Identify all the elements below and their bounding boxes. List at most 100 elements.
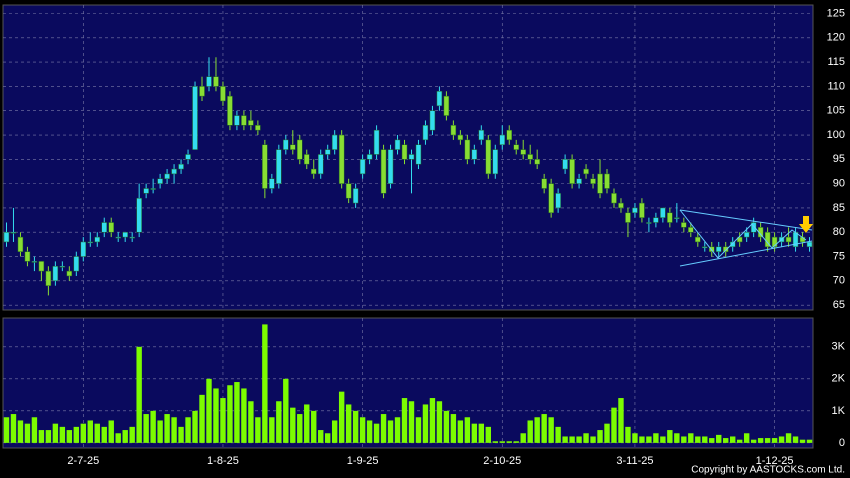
candle-body [122,231,128,238]
plot-layer: 65 70 75 80 85 90 95 100 105 110 115 120 125 0 1K 2K 3K 2… [3,5,846,467]
volume-bar [590,436,596,443]
volume-bar [527,420,533,443]
volume-bar [506,441,512,443]
candle-body [387,149,394,184]
volume-bar [499,441,505,443]
y-tick-label: 115 [827,56,845,68]
volume-bar [478,423,485,443]
candle-body [806,241,813,248]
volume-bar [625,426,631,443]
volume-bar [241,388,247,443]
candle-body [457,134,464,141]
volume-bar [429,398,436,443]
volume-bar [220,398,226,443]
volume-bar [562,436,568,443]
trend-line [679,240,813,267]
candle-body [569,159,575,184]
y-tick-label: 100 [827,129,845,141]
candle-body [45,270,52,286]
volume-bar [234,382,240,443]
x-tick-label: 2-10-25 [483,455,521,467]
candle-body [618,202,624,209]
candle-body [59,266,66,268]
candle-body [492,149,499,175]
candle-body [338,134,345,184]
candle-body [583,168,589,175]
volume-bar [199,394,205,443]
volume-bar [387,420,394,443]
candle-body [192,86,198,150]
candle-body [310,168,317,175]
candle-body [604,173,610,189]
candle-body [380,149,387,194]
volume-bar [716,434,722,443]
volume-bar [115,433,121,443]
volume-bar [604,423,610,443]
volume-bar [736,439,743,443]
copyright: Copyright by AASTOCKS.com Ltd. [691,465,845,476]
candle-body [150,188,156,190]
volume-bar [283,378,289,443]
signal-arrow [799,216,813,233]
volume-bar [534,417,540,443]
candle-body [359,159,366,175]
candle-body [625,212,631,223]
y-tick-label: 110 [827,80,845,92]
volume-bar [757,438,764,443]
y-tick-label: 0 [839,437,845,449]
volume-bar [59,426,66,443]
candle-body [632,207,638,214]
volume-bar [778,436,785,443]
x-tick-label: 2-7-25 [67,455,99,467]
candle-body [352,188,359,204]
candle-body [639,202,645,218]
volume-bar [366,420,373,443]
candle-body [38,261,45,272]
y-tick-label: 105 [827,105,845,117]
volume-bar [136,346,142,443]
candle-body [136,197,142,233]
candle-body [771,236,778,248]
candle-body [304,154,310,165]
volume-bar [38,430,45,443]
candle-body [87,241,94,244]
candle-body [757,227,764,238]
candle-body [262,144,268,189]
candle-body [17,236,24,252]
candle-body [206,76,212,87]
volume-bar [10,414,17,443]
volume-bar [799,439,806,443]
volume-bar [331,420,338,443]
volume-bar [338,391,345,443]
candle-body [576,178,582,184]
candle-body [548,183,554,214]
candle-body [562,159,568,170]
candle-body [646,222,652,224]
candle-body [499,134,506,145]
volume-bar [464,417,471,443]
x-tick-label: 3-11-25 [616,455,653,467]
candle-body [667,212,673,223]
candle-body [80,241,87,257]
volume-bar [597,430,603,443]
volume-bar [206,378,212,443]
y-tick-label: 2K [832,373,846,385]
volume-bar [764,438,771,443]
candle-body [450,125,457,136]
candle-body [255,125,261,131]
candle-body [785,236,792,243]
volume-bar [541,414,547,443]
candle-body [415,144,422,165]
volume-bar [269,417,275,443]
volume-bar [520,433,526,443]
candle-body [611,193,617,204]
volume-bar [471,423,478,443]
candle-body [199,86,205,97]
volume-bar [31,417,38,443]
zigzag-line [679,209,807,259]
candle-body [276,149,282,184]
candle-body [324,149,331,155]
candle-body [101,222,107,233]
volume-bar [660,436,666,443]
candle-body [520,149,526,155]
